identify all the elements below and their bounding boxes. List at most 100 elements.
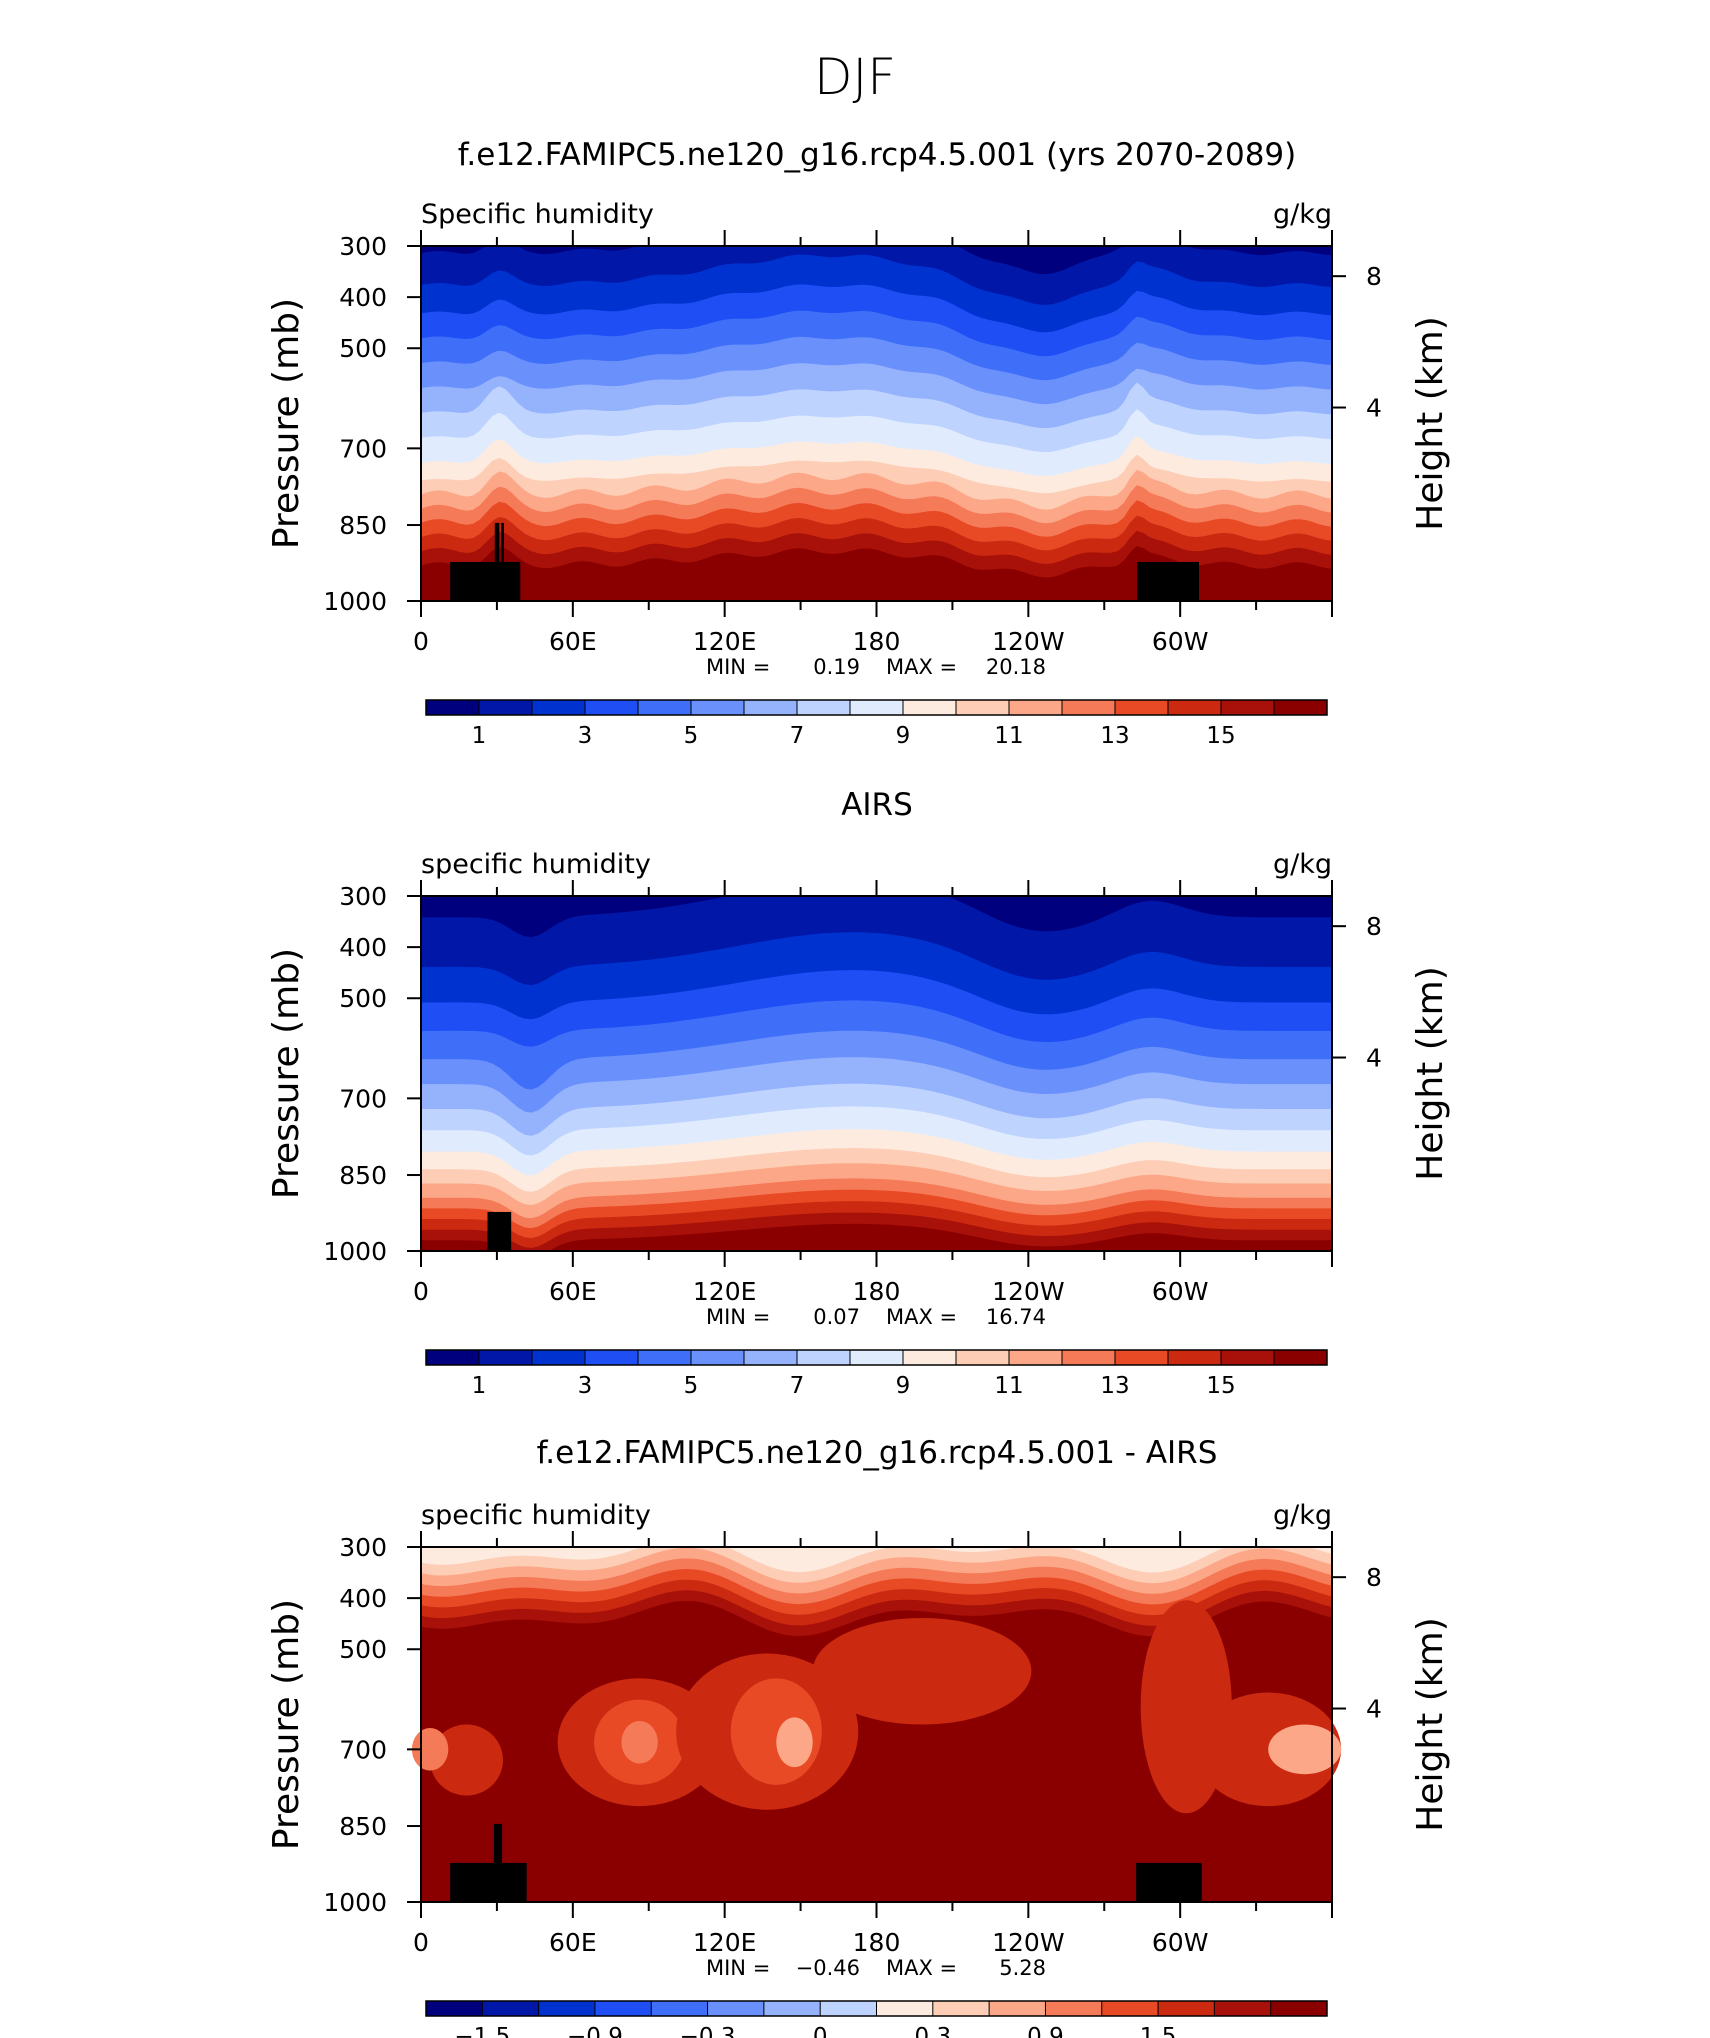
colorbar-box	[797, 1350, 851, 1365]
colorbar-frame	[425, 699, 1328, 716]
colorbar-box	[1009, 1350, 1063, 1365]
y-tick-label: 500	[339, 984, 387, 1013]
topography-mask	[1137, 561, 1199, 601]
colorbar-box	[744, 700, 798, 715]
colorbar-frame	[425, 2000, 1328, 2017]
x-tick-label: 120E	[693, 627, 757, 656]
colorbar-box	[956, 1350, 1010, 1365]
colorbar-box	[989, 2001, 1046, 2016]
units-label: g/kg	[1273, 1500, 1332, 1531]
y-right-axis-title: Height (km)	[1410, 966, 1451, 1180]
colorbar-label: 0.9	[1027, 2024, 1064, 2038]
x-tick-label: 0	[413, 1277, 429, 1306]
colorbar-box	[651, 2001, 709, 2016]
y-tick-label: 300	[339, 232, 387, 261]
x-tick-label: 60E	[549, 1277, 597, 1306]
colorbar-box	[691, 700, 745, 715]
colorbar-box	[426, 700, 480, 715]
x-tick-label: 60E	[549, 1928, 597, 1957]
x-tick-label: 120W	[992, 1277, 1064, 1306]
contour-level	[421, 896, 1332, 985]
colorbar-box	[1168, 700, 1222, 715]
panel-title: f.e12.FAMIPC5.ne120_g16.rcp4.5.001 (yrs …	[458, 137, 1296, 173]
contour-level	[1195, 1692, 1342, 1807]
colorbar-box	[691, 1350, 745, 1365]
contour-level	[812, 1618, 1032, 1725]
x-tick-label: 180	[853, 1277, 901, 1306]
topography-mask	[487, 1211, 512, 1251]
colorbar-box	[426, 1350, 480, 1365]
colorbar-box	[744, 1350, 798, 1365]
y-tick-label: 1000	[323, 1888, 387, 1917]
colorbar-box	[638, 1350, 692, 1365]
y-tick-label: 700	[339, 1735, 387, 1764]
colorbar-label: 13	[1100, 1373, 1129, 1399]
min-value: 0.07	[813, 1305, 860, 1329]
contour-level	[421, 896, 1332, 937]
colorbar-label: 5	[684, 1373, 699, 1399]
max-value: 16.74	[986, 1305, 1046, 1329]
colorbar-box	[707, 2001, 765, 2016]
colorbar-label: −1.5	[454, 2024, 510, 2038]
panel-1: f.e12.FAMIPC5.ne120_g16.rcp4.5.001 (yrs …	[266, 137, 1451, 749]
topography-mask	[1136, 1862, 1202, 1902]
colorbar-box	[932, 2001, 990, 2016]
y-axis-title: Pressure (mb)	[266, 948, 307, 1199]
colorbar: 1 3 5 7 9 11 13 15	[425, 699, 1328, 749]
y-right-tick-label: 8	[1366, 262, 1382, 291]
colorbar-box	[1168, 1350, 1222, 1365]
colorbar-box	[797, 700, 851, 715]
colorbar-box	[594, 2001, 652, 2016]
y-axis-title: Pressure (mb)	[266, 298, 307, 549]
max-label: MAX =	[886, 1956, 957, 1980]
y-tick-label: 500	[339, 1635, 387, 1664]
colorbar-label: −0.9	[567, 2024, 623, 2038]
x-tick-label: 0	[413, 1928, 429, 1957]
colorbar-label: 11	[994, 1373, 1023, 1399]
topography-mask	[493, 1823, 503, 1902]
x-tick-label: 60W	[1152, 1277, 1209, 1306]
y-tick-label: 300	[339, 882, 387, 911]
colorbar-box	[1045, 2001, 1103, 2016]
units-label: g/kg	[1273, 849, 1332, 880]
colorbar-label: 9	[896, 723, 911, 749]
contour-level	[430, 1724, 503, 1796]
colorbar-box	[532, 700, 586, 715]
max-label: MAX =	[886, 1305, 957, 1329]
colorbar-box	[1221, 1350, 1275, 1365]
x-tick-label: 180	[853, 627, 901, 656]
figure-title: DJF	[814, 48, 896, 106]
min-label: MIN =	[706, 655, 770, 679]
y-tick-label: 400	[339, 1584, 387, 1613]
topography-mask	[450, 1862, 527, 1902]
y-right-tick-label: 4	[1366, 394, 1382, 423]
colorbar-box	[479, 1350, 533, 1365]
min-label: MIN =	[706, 1956, 770, 1980]
units-label: g/kg	[1273, 199, 1332, 230]
colorbar-box	[903, 700, 957, 715]
y-tick-label: 850	[339, 1812, 387, 1841]
colorbar-label: 5	[684, 723, 699, 749]
colorbar-box	[876, 2001, 934, 2016]
colorbar-box	[1214, 2001, 1272, 2016]
colorbar-box	[763, 2001, 821, 2016]
x-tick-label: 0	[413, 627, 429, 656]
colorbar-box	[820, 2001, 877, 2016]
x-tick-label: 120W	[992, 627, 1064, 656]
x-tick-label: 120E	[693, 1277, 757, 1306]
contour-level	[421, 1547, 1332, 1573]
panel-title: f.e12.FAMIPC5.ne120_g16.rcp4.5.001 - AIR…	[537, 1435, 1218, 1471]
x-tick-label: 180	[853, 1928, 901, 1957]
contour-level	[421, 246, 1332, 275]
min-value: 0.19	[813, 655, 860, 679]
y-tick-label: 500	[339, 334, 387, 363]
colorbar-label: 1	[472, 1373, 487, 1399]
colorbar: 1 3 5 7 9 11 13 15	[425, 1349, 1328, 1399]
colorbar-label: 3	[578, 723, 593, 749]
colorbar-label: −0.3	[680, 2024, 736, 2038]
y-tick-label: 400	[339, 933, 387, 962]
colorbar-label: 9	[896, 1373, 911, 1399]
x-tick-label: 120W	[992, 1928, 1064, 1957]
colorbar-box	[956, 700, 1010, 715]
contour-level	[776, 1717, 813, 1768]
